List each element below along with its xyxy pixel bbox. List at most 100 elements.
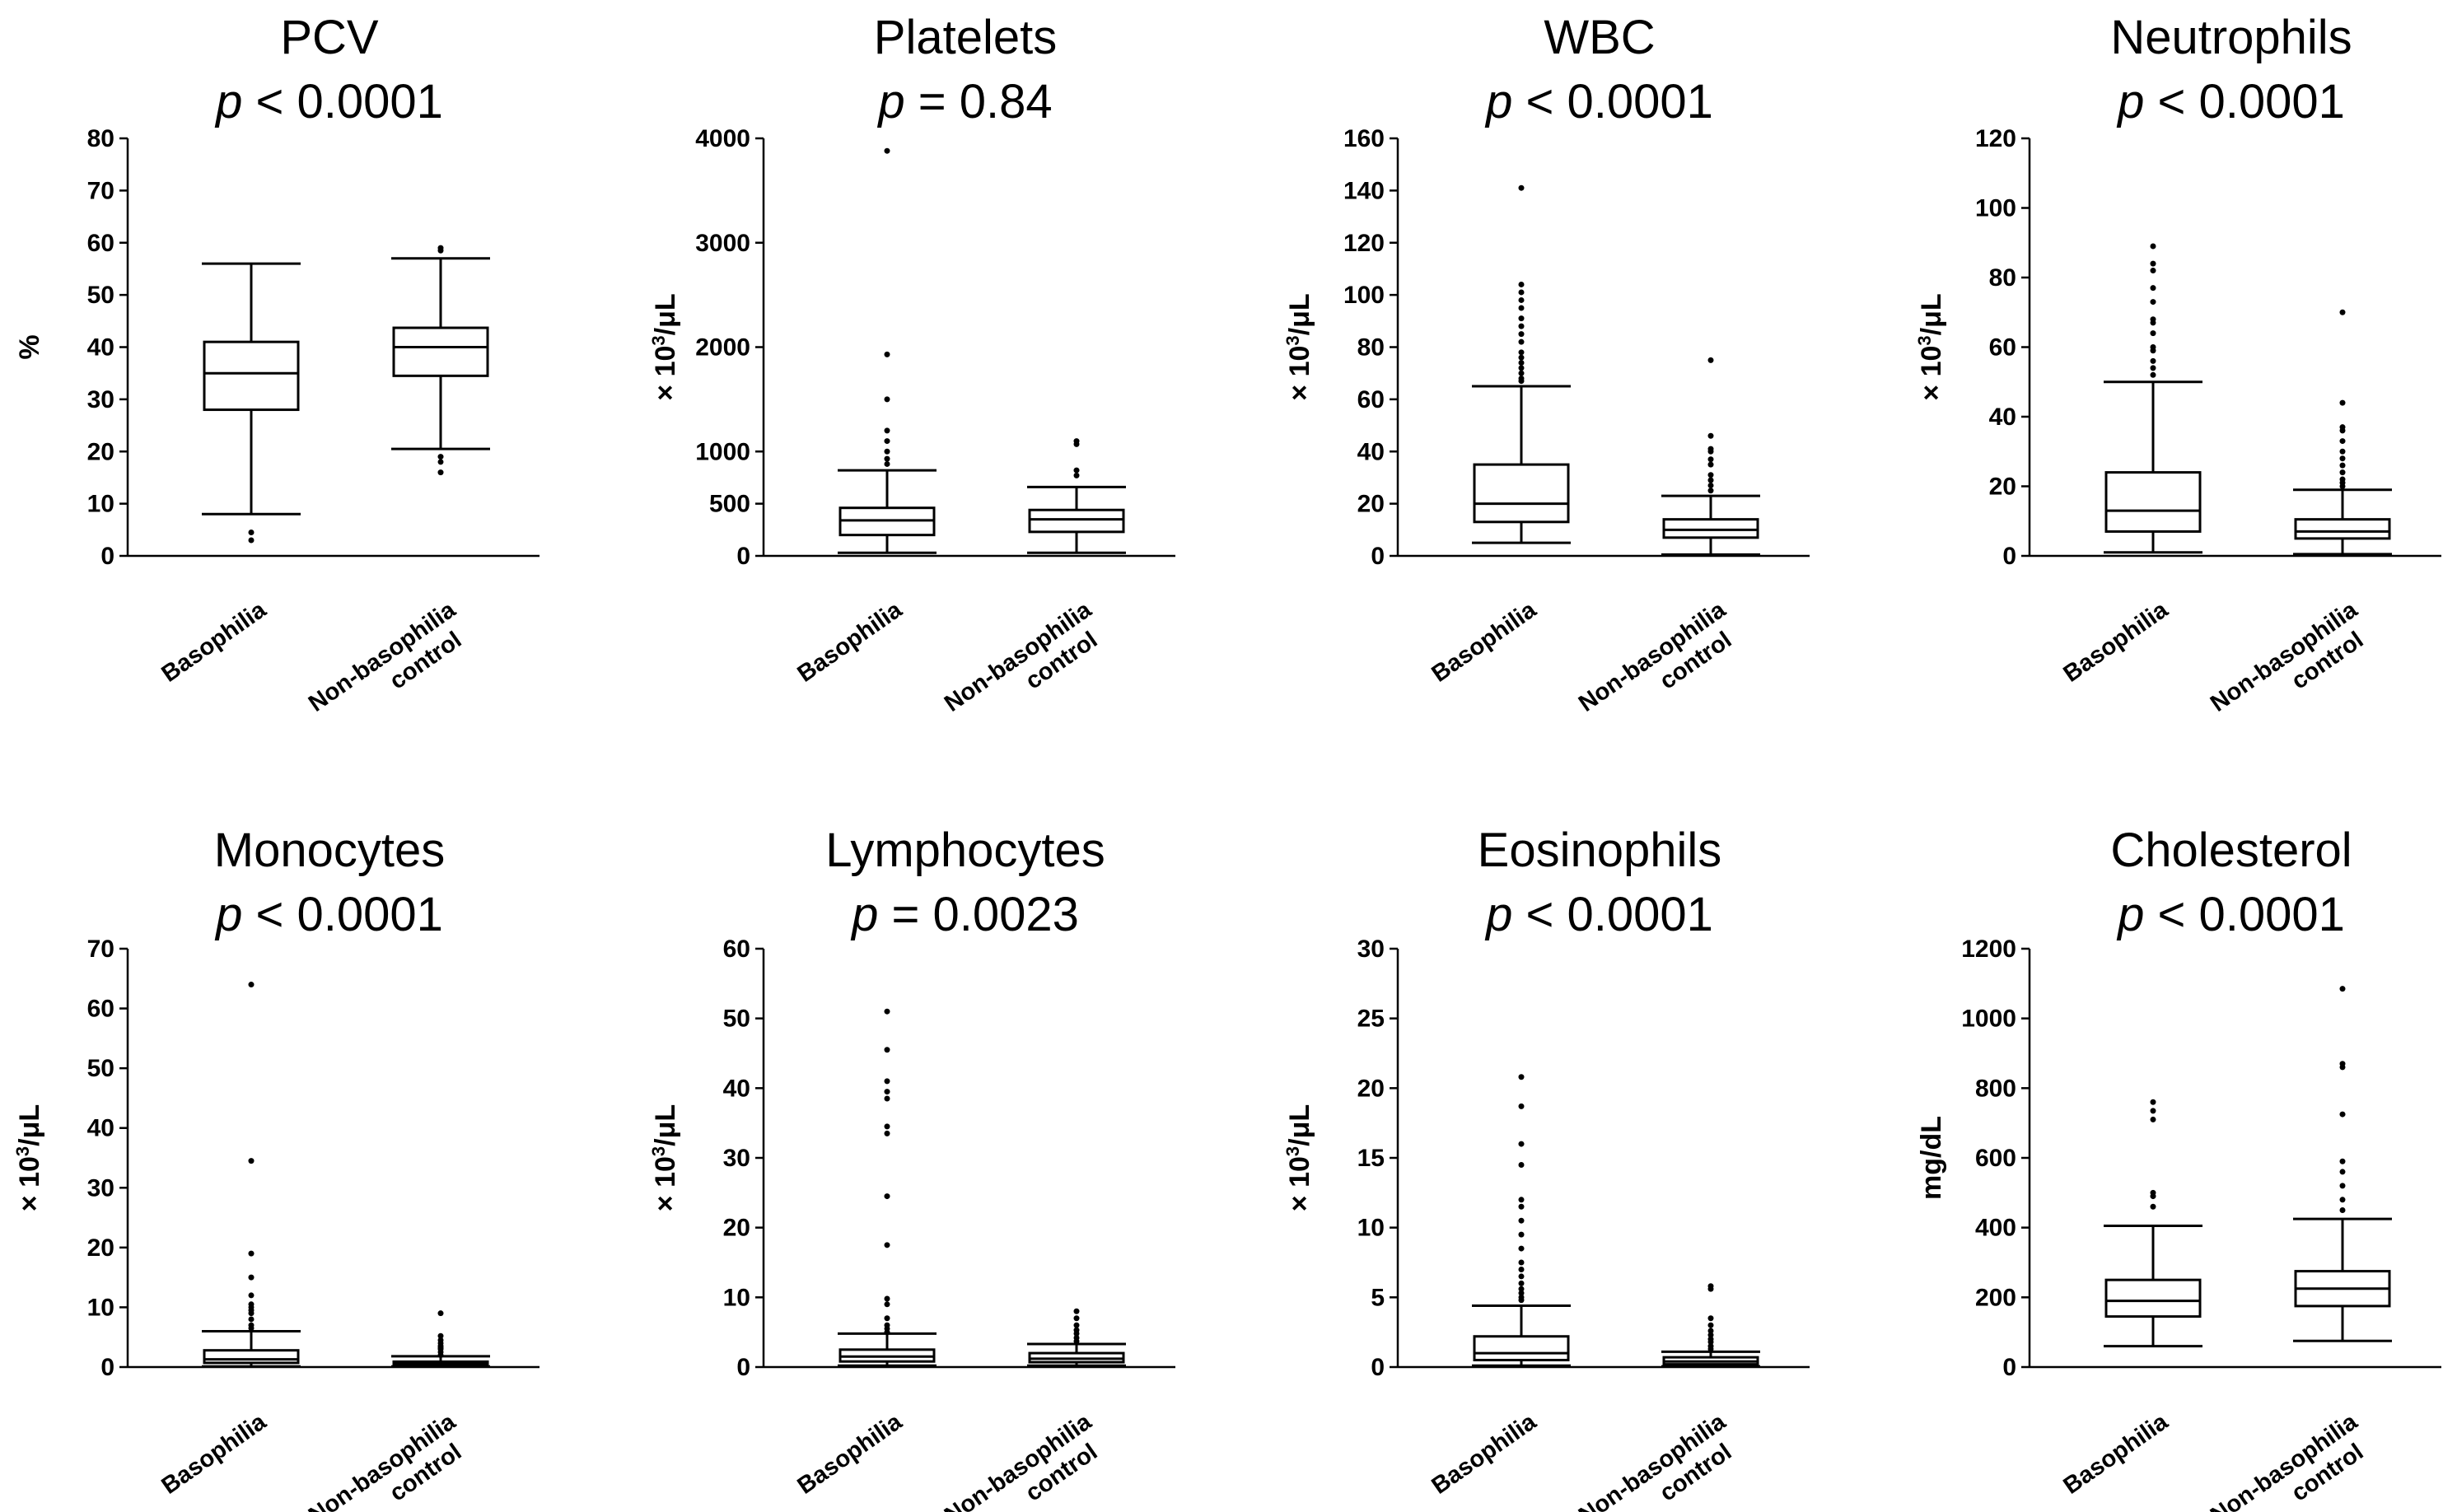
outlier-point bbox=[1518, 1259, 1525, 1266]
outlier-point bbox=[884, 1130, 890, 1136]
outlier-point bbox=[2339, 1111, 2346, 1118]
outlier-point bbox=[1073, 1322, 1080, 1328]
y-label-main: × 10 bbox=[650, 1156, 681, 1211]
panel-platelets: Platelets p = 0.84 0 500 1000 2000 3000 4000 × 1… bbox=[648, 11, 1175, 740]
outlier-point bbox=[2150, 1116, 2156, 1122]
y-label-unit: /μL bbox=[1284, 1104, 1315, 1146]
y-tick-label: 50 bbox=[723, 1006, 750, 1033]
outlier-point bbox=[1707, 488, 1714, 494]
p-value: p < 0.0001 bbox=[1484, 888, 1713, 941]
outlier-point bbox=[1518, 360, 1525, 366]
p-symbol: p bbox=[1484, 75, 1512, 128]
y-tick-label: 600 bbox=[1975, 1145, 2016, 1172]
panel-eosinophils: Eosinophils p < 0.0001 0 5 10 15 20 25 30 × 103/μ… bbox=[1282, 824, 1810, 1512]
outlier-point bbox=[1073, 1308, 1080, 1314]
panel-wbc: WBC p < 0.0001 0 20 40 60 80 100 120 140 160 × 103/… bbox=[1282, 11, 1810, 717]
y-tick-label: 10 bbox=[723, 1284, 750, 1311]
outlier-point bbox=[1707, 446, 1714, 452]
y-tick-label: 50 bbox=[87, 1055, 114, 1082]
y-tick-label: 80 bbox=[1357, 334, 1385, 362]
category-label-line: Basophilia bbox=[793, 596, 908, 688]
y-tick-label: 30 bbox=[87, 386, 114, 413]
y-tick-label: 160 bbox=[1343, 125, 1385, 152]
y-axis-label: × 103/μL bbox=[648, 1104, 681, 1211]
outlier-point bbox=[884, 351, 890, 357]
outlier-point bbox=[2339, 462, 2346, 469]
outlier-point bbox=[2150, 299, 2156, 306]
y-tick-label: 30 bbox=[87, 1174, 114, 1202]
outlier-point bbox=[884, 455, 890, 462]
outlier-point bbox=[2150, 268, 2156, 274]
y-tick-label: 10 bbox=[87, 491, 114, 518]
y-tick-label: 10 bbox=[87, 1294, 114, 1321]
outlier-point bbox=[1707, 482, 1714, 488]
box-basophilia bbox=[202, 262, 301, 544]
y-tick-label: 70 bbox=[87, 936, 114, 963]
outlier-point bbox=[1073, 472, 1080, 478]
outlier-point bbox=[248, 1274, 255, 1281]
panel-title: Eosinophils bbox=[1478, 824, 1722, 877]
outlier-point bbox=[437, 1310, 444, 1317]
category-label-line: Basophilia bbox=[793, 1408, 908, 1500]
outlier-point bbox=[1518, 1273, 1525, 1280]
y-label-main: mg/dL bbox=[1916, 1116, 1947, 1200]
y-tick-label: 0 bbox=[100, 1354, 114, 1381]
box-control bbox=[1027, 438, 1126, 554]
outlier-point bbox=[884, 1047, 890, 1053]
outlier-point bbox=[2150, 260, 2156, 267]
outlier-point bbox=[884, 1089, 890, 1095]
y-label-unit: /μL bbox=[1284, 293, 1315, 335]
category-label: Basophilia bbox=[157, 1408, 272, 1500]
p-symbol: p bbox=[214, 888, 242, 941]
y-label-main: × 10 bbox=[1284, 346, 1315, 401]
iqr-box bbox=[1028, 508, 1125, 534]
outlier-point bbox=[884, 1078, 890, 1085]
outlier-point bbox=[2150, 1099, 2156, 1105]
category-label: Non-basophiliacontrol bbox=[940, 596, 1113, 740]
category-label-line: Basophilia bbox=[157, 1408, 272, 1500]
panel-title: Monocytes bbox=[214, 824, 445, 877]
outlier-point bbox=[1518, 1290, 1525, 1296]
y-tick-label: 70 bbox=[87, 177, 114, 204]
category-label: Basophilia bbox=[1427, 596, 1542, 688]
box-control bbox=[391, 245, 490, 476]
y-tick-label: 0 bbox=[736, 543, 750, 570]
y-tick-label: 50 bbox=[87, 282, 114, 309]
panel-title: Platelets bbox=[874, 11, 1057, 64]
outlier-point bbox=[884, 1193, 890, 1200]
y-label-main: × 10 bbox=[1916, 346, 1947, 401]
panel-monocytes: Monocytes p < 0.0001 0 10 20 30 40 50 60 70 × 103/… bbox=[12, 824, 540, 1512]
y-axis-label: × 103/μL bbox=[1282, 293, 1315, 400]
iqr-box bbox=[2104, 471, 2202, 533]
p-value-text: < 0.0001 bbox=[2144, 75, 2345, 128]
y-tick-label: 500 bbox=[709, 491, 750, 518]
outlier-point bbox=[1518, 1217, 1525, 1224]
outlier-point bbox=[1518, 1161, 1525, 1168]
outlier-point bbox=[2339, 1197, 2346, 1203]
iqr-box bbox=[392, 326, 489, 377]
outlier-point bbox=[248, 1158, 255, 1164]
y-label-sup: 3 bbox=[1282, 1146, 1303, 1156]
panel-title: Neutrophils bbox=[2110, 11, 2352, 64]
outlier-point bbox=[2339, 309, 2346, 315]
outlier-point bbox=[2339, 399, 2346, 406]
p-value: p < 0.0001 bbox=[214, 888, 443, 941]
y-label-sup: 3 bbox=[12, 1146, 33, 1156]
y-tick-label: 0 bbox=[100, 543, 114, 570]
y-tick-label: 100 bbox=[1975, 195, 2016, 222]
box-control bbox=[1027, 1308, 1126, 1367]
iqr-box bbox=[1473, 1335, 1570, 1362]
y-tick-label: 60 bbox=[1989, 334, 2016, 362]
outlier-point bbox=[1518, 289, 1525, 296]
iqr-box bbox=[2294, 518, 2391, 540]
box-basophilia bbox=[838, 147, 937, 554]
y-tick-label: 80 bbox=[1989, 264, 2016, 292]
category-label-line: Basophilia bbox=[1427, 1408, 1542, 1500]
p-value-text: < 0.0001 bbox=[242, 75, 443, 128]
box-control bbox=[1661, 1283, 1760, 1368]
outlier-point bbox=[884, 1008, 890, 1015]
category-label-line: Basophilia bbox=[157, 596, 272, 688]
outlier-point bbox=[1518, 1074, 1525, 1080]
y-tick-label: 5 bbox=[1371, 1284, 1385, 1311]
